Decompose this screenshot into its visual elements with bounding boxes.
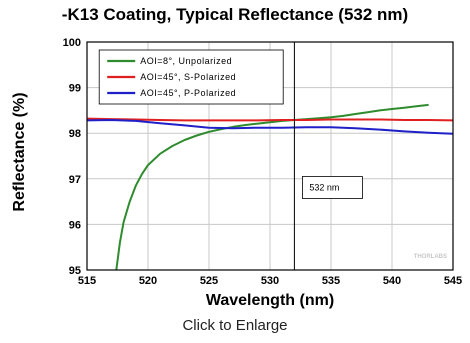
x-tick-label: 515 — [78, 275, 96, 287]
legend-label-3: AOI=45°, P-Polarized — [140, 88, 236, 98]
y-tick-label: 97 — [69, 174, 81, 186]
legend: AOI=8°, Unpolarized AOI=45°, S-Polarized A… — [98, 49, 284, 105]
series-layer — [86, 103, 454, 271]
x-tick-label: 525 — [200, 275, 218, 287]
y-tick-label: 95 — [69, 265, 81, 277]
plot-frame — [86, 41, 454, 271]
reflectance-chart[interactable]: -K13 Coating, Typical Reflectance (532 n… — [0, 0, 470, 315]
enlarge-link[interactable]: Click to Enlarge — [182, 317, 288, 334]
legend-label-1: AOI=8°, Unpolarized — [140, 56, 232, 66]
watermark-logo: THORLABS — [414, 254, 447, 260]
x-tick-label: 530 — [261, 275, 279, 287]
annotation-box — [301, 176, 363, 199]
series-line-3 — [86, 119, 454, 135]
chart-title: -K13 Coating, Typical Reflectance (532 n… — [62, 5, 408, 24]
legend-label-2: AOI=45°, S-Polarized — [140, 72, 236, 82]
x-tick-label: 540 — [383, 275, 401, 287]
annotation-label: 532 nm — [309, 183, 339, 193]
x-tick-label: 545 — [444, 275, 462, 287]
x-axis-label: Wavelength (nm) — [206, 292, 334, 309]
tick-labels: 515 520 525 530 535 540 545 95 96 97 98 99 100 — [63, 37, 463, 287]
y-axis-label: Reflectance (%) — [11, 92, 28, 211]
series-line-1 — [115, 103, 429, 271]
y-tick-label: 96 — [69, 219, 81, 231]
x-tick-label: 535 — [322, 275, 340, 287]
x-tick-label: 520 — [139, 275, 157, 287]
series-line-2 — [86, 117, 454, 122]
y-tick-label: 98 — [69, 128, 81, 140]
y-tick-label: 100 — [63, 37, 81, 49]
y-tick-label: 99 — [69, 83, 81, 95]
